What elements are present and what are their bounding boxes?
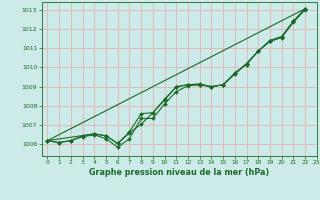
X-axis label: Graphe pression niveau de la mer (hPa): Graphe pression niveau de la mer (hPa) — [89, 168, 269, 177]
